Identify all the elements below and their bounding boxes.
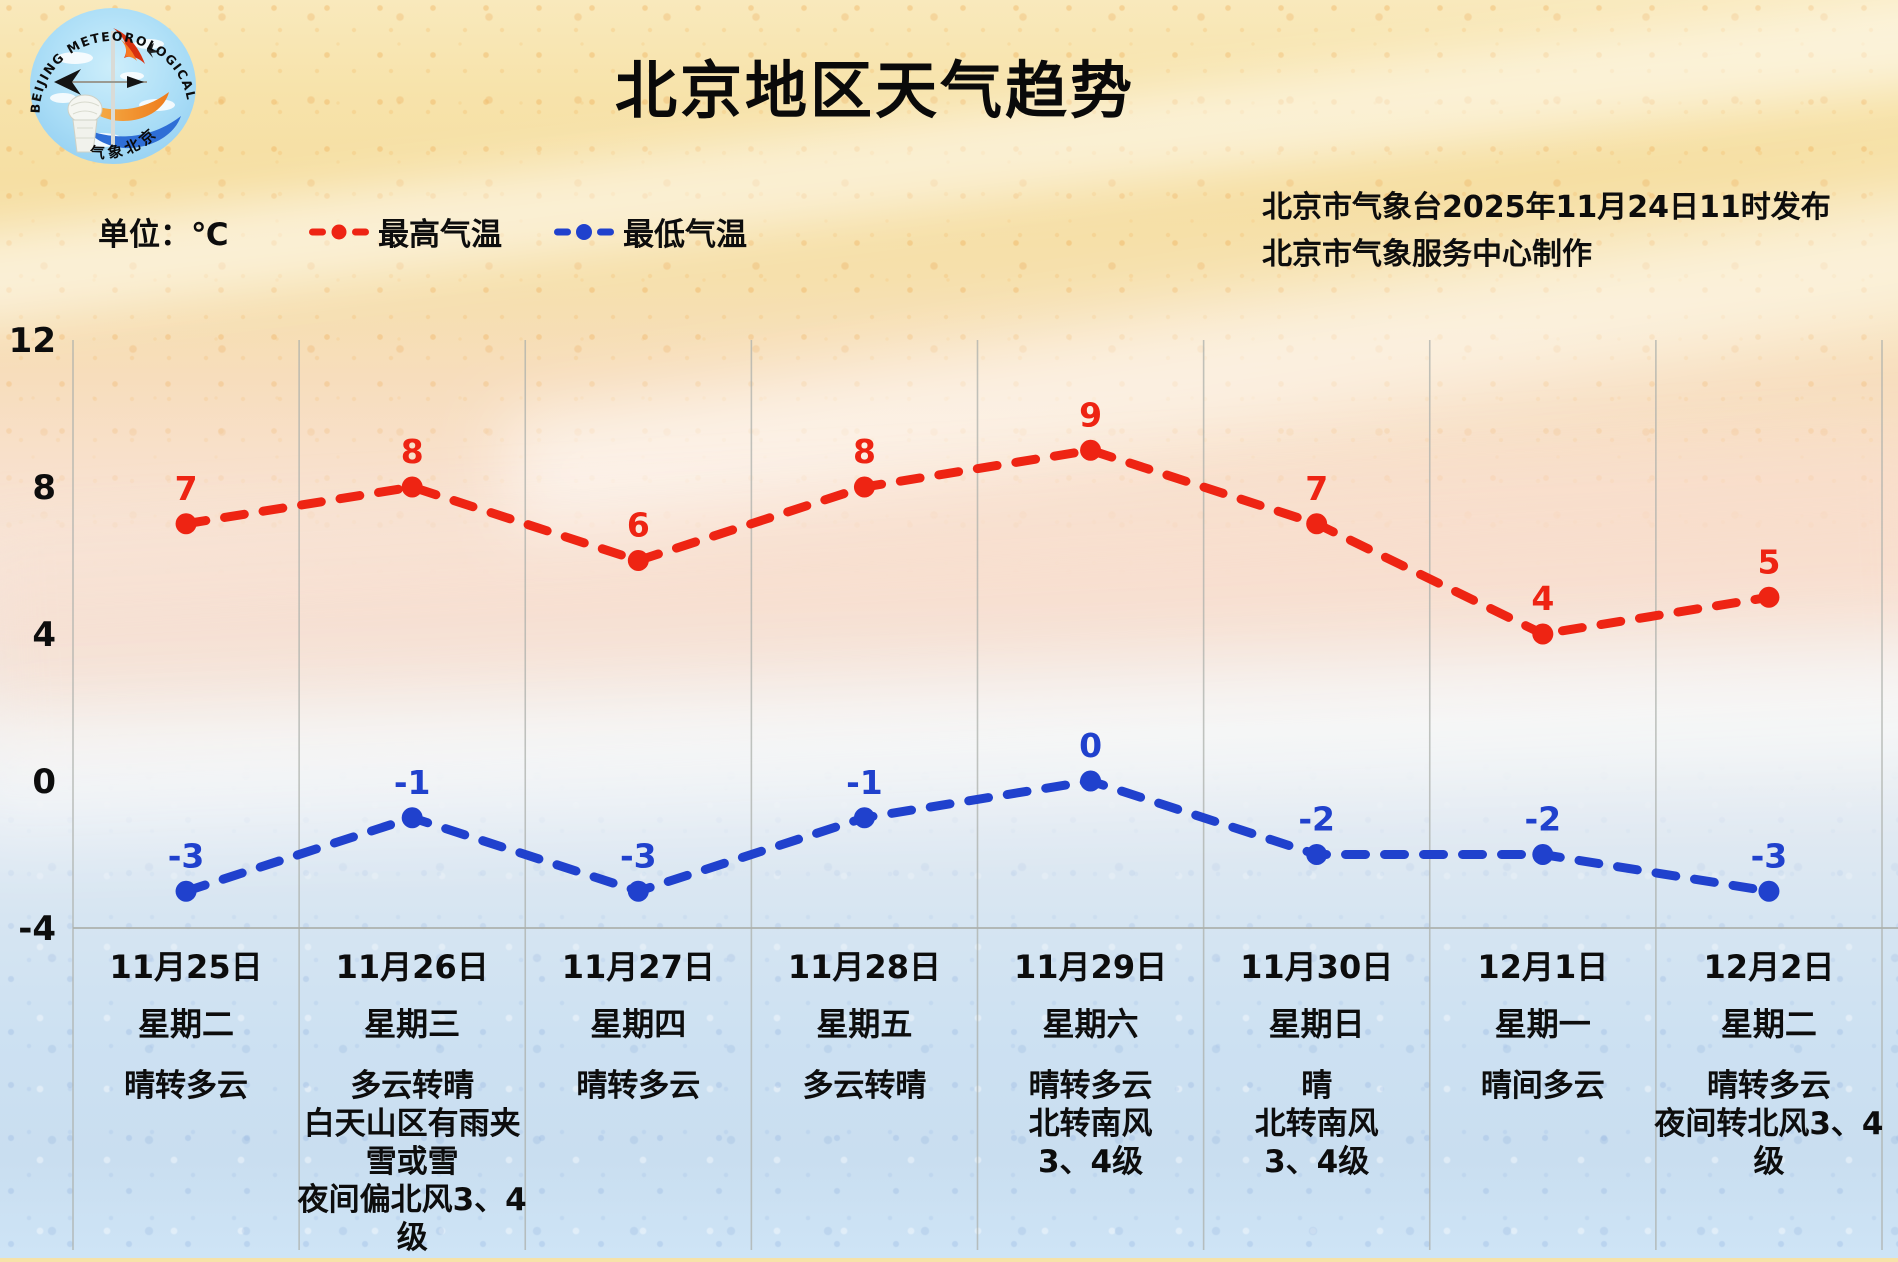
high-temp-value-label: 9 bbox=[1079, 395, 1102, 434]
low-temp-value-label: -3 bbox=[1751, 836, 1788, 875]
high-temp-point bbox=[1758, 586, 1780, 608]
y-tick-label: 0 bbox=[32, 762, 56, 802]
date-label: 12月2日 bbox=[1704, 948, 1835, 986]
date-label: 12月1日 bbox=[1477, 948, 1608, 986]
low-temp-point bbox=[1306, 844, 1328, 865]
date-label: 11月29日 bbox=[1014, 948, 1167, 986]
weather-line: 晴 bbox=[1301, 1068, 1332, 1104]
high-temp-point bbox=[1080, 439, 1102, 461]
weekday-label: 星期一 bbox=[1495, 1005, 1591, 1043]
high-temp-point bbox=[175, 513, 197, 535]
low-temp-point bbox=[627, 880, 649, 902]
low-temp-point bbox=[1758, 880, 1780, 902]
weekday-label: 星期二 bbox=[138, 1005, 234, 1043]
high-temp-point bbox=[1306, 513, 1328, 535]
high-temp-point bbox=[627, 550, 649, 571]
date-label: 11月25日 bbox=[110, 948, 263, 986]
low-temp-value-label: -1 bbox=[394, 763, 431, 802]
weather-line: 北转南风 bbox=[1029, 1106, 1153, 1142]
high-temp-value-label: 5 bbox=[1757, 542, 1780, 581]
weather-line: 夜间转北风3、4 bbox=[1653, 1106, 1883, 1142]
weekday-label: 星期日 bbox=[1269, 1005, 1365, 1043]
high-temp-value-label: 7 bbox=[175, 469, 198, 508]
blue-speckle-texture bbox=[0, 754, 1898, 1258]
low-temp-value-label: -1 bbox=[846, 763, 883, 802]
high-temp-point bbox=[1532, 623, 1554, 645]
low-temp-point bbox=[853, 807, 875, 829]
weather-line: 3、4级 bbox=[1264, 1144, 1369, 1180]
date-label: 11月26日 bbox=[336, 948, 489, 986]
date-label: 11月30日 bbox=[1240, 948, 1393, 986]
y-tick-label: -4 bbox=[18, 909, 56, 949]
weather-line: 雪或雪 bbox=[366, 1144, 459, 1180]
weather-line: 北转南风 bbox=[1255, 1106, 1379, 1142]
weekday-label: 星期三 bbox=[364, 1005, 460, 1043]
high-temp-value-label: 8 bbox=[401, 432, 424, 471]
low-temp-value-label: -3 bbox=[168, 836, 205, 875]
low-temp-value-label: -2 bbox=[1298, 800, 1335, 839]
weekday-label: 星期六 bbox=[1043, 1005, 1139, 1043]
weekday-label: 星期四 bbox=[590, 1005, 686, 1043]
weather-line: 晴转多云 bbox=[576, 1068, 700, 1104]
low-temp-value-label: -3 bbox=[620, 836, 657, 875]
weather-line: 级 bbox=[397, 1220, 428, 1256]
high-temp-point bbox=[853, 476, 875, 498]
weather-line: 多云转晴 bbox=[802, 1068, 926, 1104]
low-temp-point bbox=[401, 807, 423, 829]
weather-line: 级 bbox=[1753, 1144, 1784, 1180]
weather-line: 晴转多云 bbox=[1029, 1068, 1153, 1104]
weather-line: 3、4级 bbox=[1038, 1144, 1143, 1180]
high-temp-point bbox=[401, 476, 423, 498]
weather-line: 夜间偏北风3、4 bbox=[297, 1182, 527, 1218]
low-temp-point bbox=[1532, 844, 1554, 865]
y-tick-label: 12 bbox=[9, 321, 56, 361]
y-tick-label: 4 bbox=[32, 615, 56, 655]
weather-line: 晴间多云 bbox=[1481, 1068, 1605, 1104]
weekday-label: 星期二 bbox=[1721, 1005, 1817, 1043]
low-temp-point bbox=[175, 880, 197, 902]
date-label: 11月27日 bbox=[562, 948, 715, 986]
weather-line: 白天山区有雨夹 bbox=[304, 1106, 521, 1142]
y-tick-label: 8 bbox=[32, 468, 56, 508]
weekday-label: 星期五 bbox=[816, 1005, 912, 1043]
low-temp-point bbox=[1080, 770, 1102, 792]
low-temp-value-label: 0 bbox=[1079, 726, 1102, 765]
low-temp-value-label: -2 bbox=[1524, 800, 1561, 839]
date-label: 11月28日 bbox=[788, 948, 941, 986]
weather-line: 晴转多云 bbox=[124, 1068, 248, 1104]
high-temp-value-label: 6 bbox=[627, 506, 650, 545]
high-temp-value-label: 4 bbox=[1531, 579, 1554, 618]
weather-line: 多云转晴 bbox=[350, 1068, 474, 1104]
high-temp-value-label: 8 bbox=[853, 432, 876, 471]
weather-line: 晴转多云 bbox=[1707, 1068, 1831, 1104]
high-temp-value-label: 7 bbox=[1305, 469, 1328, 508]
